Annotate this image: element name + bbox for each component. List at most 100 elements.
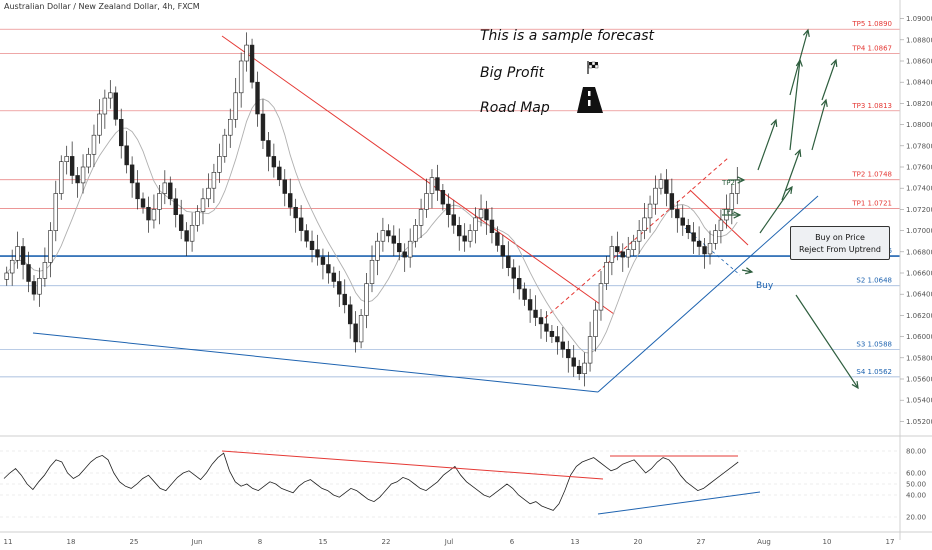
tp1-marker-arrow-head [733, 211, 742, 219]
time-tick-label: 11 [4, 538, 13, 546]
rsi-tick-label: 40.00 [906, 492, 926, 500]
price-tick-label: 1.05800 [906, 354, 932, 362]
candle-body [244, 44, 249, 62]
rsi-resistance-line [221, 450, 604, 480]
tp2-marker-label: TP2 [721, 179, 735, 187]
candle-body [200, 198, 206, 212]
price-tick-label: 1.08200 [906, 100, 932, 108]
candle-body [669, 193, 675, 210]
candle-body [91, 134, 97, 155]
candle-body [4, 272, 9, 280]
candle-body [620, 251, 625, 258]
candle-body [20, 246, 26, 265]
candle-body [566, 349, 571, 359]
candle-body [397, 243, 402, 253]
candle-body [195, 211, 200, 226]
level-label: TP1 1.0721 [851, 199, 892, 207]
candle-body [375, 240, 380, 261]
candle-body [53, 193, 59, 231]
candle-body [626, 249, 631, 258]
level-label: TP3 1.0813 [851, 102, 892, 110]
candle-body [576, 365, 582, 374]
candle-body [642, 217, 647, 231]
candle-body [735, 179, 740, 194]
forecast-arrows [722, 28, 859, 390]
rsi-pane: 80.00 60.00 50.00 40.00 20.00 [0, 448, 926, 522]
candle-body [347, 304, 353, 325]
time-tick-label: 18 [67, 538, 76, 546]
candle-body [495, 232, 500, 246]
candle-body [544, 323, 549, 332]
candle-body [473, 217, 478, 231]
candle-body [64, 156, 69, 162]
candle-body [271, 156, 277, 168]
candle-body [571, 357, 576, 367]
candle-body [69, 156, 75, 176]
candle-body [609, 246, 615, 263]
sell-arrow [795, 294, 859, 389]
candle-body [647, 203, 653, 219]
candle-body [249, 44, 255, 83]
candle-body [587, 336, 593, 364]
candle-body [615, 246, 620, 253]
level-label: TP5 1.0890 [851, 20, 892, 28]
candle-body [691, 232, 696, 242]
candle-body [97, 113, 102, 136]
candle-body [288, 193, 293, 208]
candle-body [228, 119, 233, 136]
price-tick-label: 1.08400 [906, 79, 932, 87]
candle-body [42, 262, 48, 279]
time-tick-label: 27 [697, 538, 706, 546]
candle-body [511, 267, 516, 279]
tp3-arrow-b-head [820, 98, 828, 107]
candle-body [484, 209, 489, 221]
tp4-arrow-a [781, 149, 801, 201]
candle-body [369, 259, 375, 284]
moving-average [6, 98, 738, 354]
candle-body [206, 187, 211, 200]
candle-body [86, 153, 91, 168]
candle-body [80, 166, 86, 184]
rsi-tick-label: 50.00 [906, 481, 926, 489]
candle-body [108, 92, 113, 99]
candle-body [413, 225, 418, 242]
candle-body [713, 230, 718, 244]
candle-body [462, 235, 467, 242]
candle-body [702, 246, 707, 255]
candle-body [555, 336, 560, 343]
candle-body [266, 140, 271, 157]
candle-body [277, 166, 282, 181]
candle-body [157, 193, 162, 210]
candle-body [135, 182, 140, 200]
candle-body [533, 309, 538, 318]
tp5-arrow-a [789, 29, 809, 96]
candle-body [685, 225, 691, 234]
price-tick-label: 1.08800 [906, 36, 932, 44]
rsi-support-line [597, 491, 761, 515]
buy-callout-line1: Buy on Price [815, 233, 865, 242]
candle-body [457, 225, 462, 237]
candle-body [102, 97, 108, 115]
candle-body [729, 193, 735, 210]
tp5-arrow-b-head [830, 58, 838, 68]
tp3-arrow-b [811, 99, 827, 151]
candles [4, 32, 740, 387]
buy-callout-line2: Reject From Uptrend [799, 245, 881, 254]
price-tick-label: 1.05400 [906, 397, 932, 405]
support-trendline [32, 332, 599, 393]
candle-body [119, 119, 124, 147]
candle-body [582, 362, 587, 375]
tp2-arrow-head [785, 185, 793, 195]
candle-body [282, 179, 287, 194]
candle-body [293, 206, 298, 219]
candle-body [184, 230, 189, 242]
candle-body [146, 206, 151, 221]
big-profit-text: Big Profit [480, 65, 545, 81]
tp3-arrow-a-head [770, 118, 778, 128]
candle-body [500, 245, 506, 257]
price-tick-label: 1.07600 [906, 164, 932, 172]
level-label: TP4 1.0867 [851, 45, 892, 53]
